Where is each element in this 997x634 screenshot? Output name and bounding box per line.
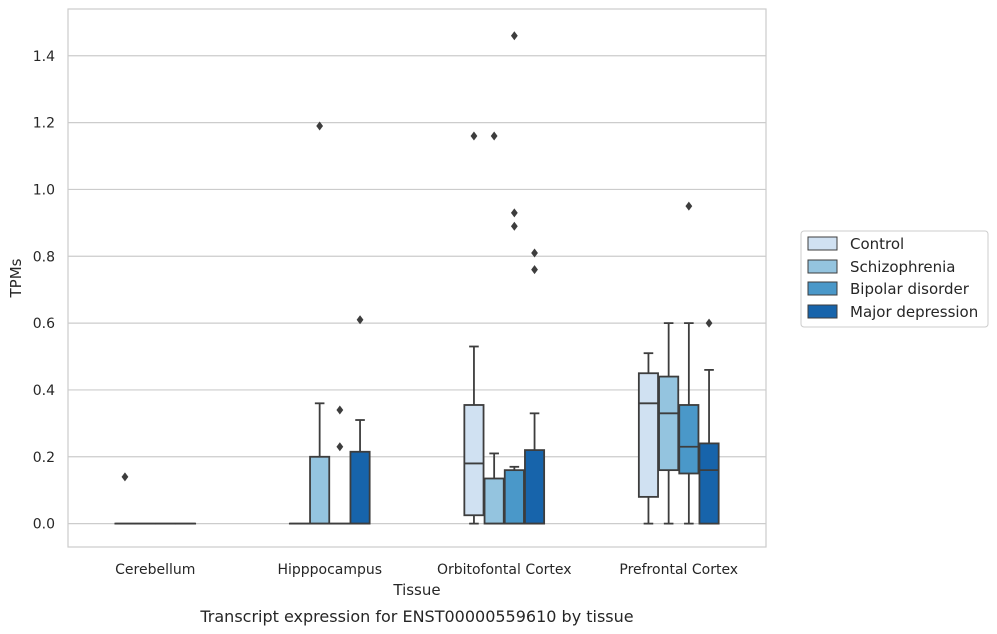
box	[349, 450, 371, 525]
legend-label: Schizophrenia	[850, 258, 955, 276]
box	[524, 449, 546, 525]
outlier-point	[510, 31, 518, 41]
x-tick-label: Orbitofontal Cortex	[437, 562, 572, 578]
box	[698, 442, 720, 525]
y-tick-label: 0.4	[33, 383, 55, 399]
grid-lines	[68, 55, 766, 525]
x-axis-title: Tissue	[392, 581, 440, 599]
x-tick-label: Hipppocampus	[277, 562, 382, 578]
y-tick-label: 1.0	[33, 182, 55, 198]
legend-swatch	[807, 281, 838, 296]
y-tick-label: 0.8	[33, 249, 55, 265]
chart-caption: Transcript expression for ENST0000055961…	[199, 607, 633, 626]
outlier-point	[490, 131, 498, 141]
outlier-point	[316, 121, 324, 131]
plot-frame	[67, 8, 767, 548]
outlier-point	[470, 131, 478, 141]
outlier-point	[685, 201, 693, 211]
legend-label: Control	[850, 235, 904, 253]
y-tick-label: 0.6	[33, 316, 55, 332]
x-tick-label: Cerebellum	[115, 562, 195, 578]
box	[658, 375, 680, 472]
y-tick-label: 0.2	[33, 450, 55, 466]
legend: Control Schizophrenia Bipolar disorder M…	[800, 230, 989, 328]
outlier-point	[531, 265, 538, 275]
outlier-point	[121, 472, 129, 482]
outlier-point	[356, 315, 364, 325]
y-axis-title: TPMs	[7, 258, 25, 298]
outlier-point	[336, 442, 344, 452]
outlier-point	[336, 405, 344, 415]
y-tick-label: 1.2	[33, 116, 55, 132]
box	[483, 477, 505, 525]
legend-label: Major depression	[850, 303, 978, 321]
legend-swatch	[807, 304, 838, 319]
y-tick-label: 1.4	[33, 49, 55, 65]
y-tick-labels: 0.0 0.2 0.4 0.6 0.8 1.0 1.2 1.4	[33, 49, 55, 533]
outlier-point	[510, 208, 518, 218]
box	[678, 404, 700, 475]
boxes	[114, 31, 720, 525]
outlier-point	[531, 248, 538, 258]
legend-label: Bipolar disorder	[850, 280, 970, 298]
legend-swatch	[807, 259, 838, 274]
legend-frame	[800, 230, 989, 328]
y-tick-label: 0.0	[33, 517, 55, 533]
outlier-point	[510, 221, 518, 231]
legend-swatch	[807, 236, 838, 251]
outlier-point	[705, 318, 713, 328]
box	[637, 372, 659, 498]
box	[463, 404, 485, 517]
x-tick-labels: Cerebellum Hipppocampus Orbitofontal Corte…	[115, 562, 738, 578]
box	[503, 469, 525, 525]
box	[309, 455, 331, 525]
x-tick-label: Prefrontal Cortex	[619, 562, 738, 578]
